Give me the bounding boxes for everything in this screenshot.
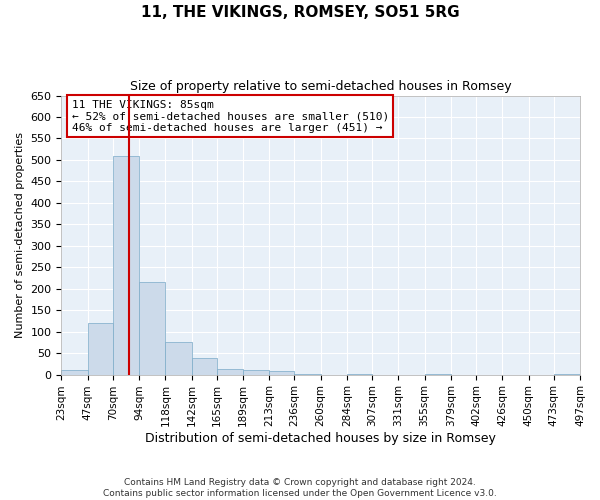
Bar	[217, 369, 243, 374]
Bar	[166, 342, 191, 374]
Bar	[113, 156, 139, 374]
Bar	[88, 323, 113, 374]
Y-axis label: Number of semi-detached properties: Number of semi-detached properties	[15, 132, 25, 338]
Bar	[139, 282, 166, 374]
X-axis label: Distribution of semi-detached houses by size in Romsey: Distribution of semi-detached houses by …	[145, 432, 496, 445]
Text: 11, THE VIKINGS, ROMSEY, SO51 5RG: 11, THE VIKINGS, ROMSEY, SO51 5RG	[140, 5, 460, 20]
Text: 11 THE VIKINGS: 85sqm
← 52% of semi-detached houses are smaller (510)
46% of sem: 11 THE VIKINGS: 85sqm ← 52% of semi-deta…	[72, 100, 389, 133]
Title: Size of property relative to semi-detached houses in Romsey: Size of property relative to semi-detach…	[130, 80, 512, 93]
Bar	[243, 370, 269, 374]
Bar	[269, 371, 295, 374]
Text: Contains HM Land Registry data © Crown copyright and database right 2024.
Contai: Contains HM Land Registry data © Crown c…	[103, 478, 497, 498]
Bar	[191, 358, 217, 374]
Bar	[61, 370, 88, 374]
